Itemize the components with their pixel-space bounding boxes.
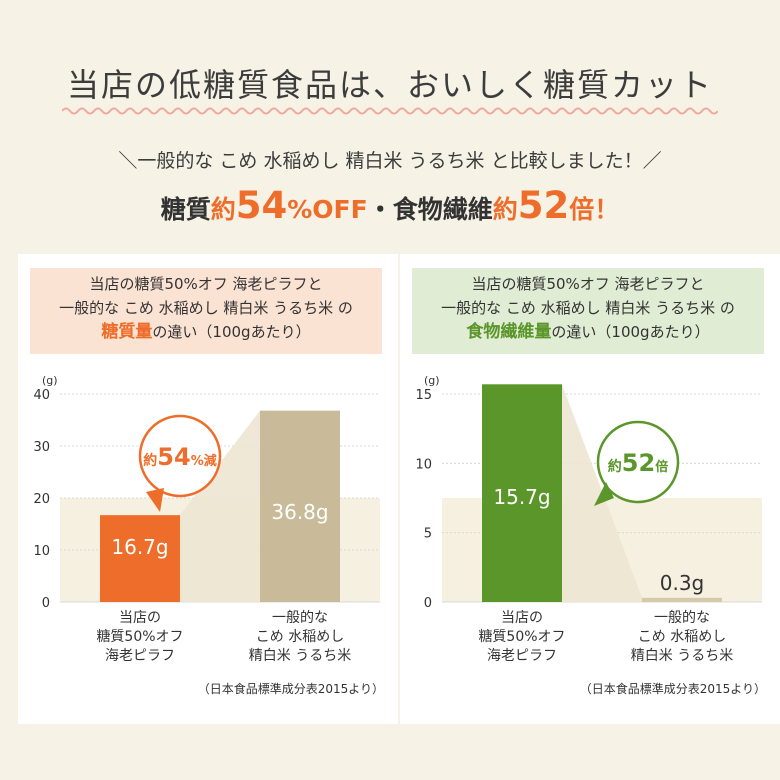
category-label: こめ 水稲めし	[256, 629, 344, 645]
y-tick-label: 0	[424, 596, 432, 611]
fiber-panel: 当店の糖質50%オフ 海老ピラフと 一般的な こめ 水稲めし 精白米 うるち米 …	[400, 254, 780, 724]
y-tick-label: 30	[33, 440, 50, 455]
category-label: 精白米 うるち米	[249, 648, 351, 664]
bar-0	[482, 384, 562, 602]
carb-header-line2: 一般的な こめ 水稲めし 精白米 うるち米 の	[59, 299, 353, 317]
category-label: 精白米 うるち米	[631, 648, 733, 664]
fiber-source: （日本食品標準成分表2015より）	[579, 682, 766, 696]
category-label: 一般的な	[272, 610, 328, 626]
badge-circle	[596, 420, 680, 504]
value-label-1: 36.8g	[271, 500, 328, 524]
y-tick-label: 10	[415, 457, 432, 472]
category-label: 糖質50%オフ	[96, 629, 183, 645]
fiber-header-rest: の違い（100gあたり）	[551, 323, 710, 341]
carb-header-emph: 糖質量	[101, 322, 153, 342]
y-unit-label: (g)	[424, 374, 440, 387]
category-label: 海老ピラフ	[105, 648, 175, 664]
carb-panel: 当店の糖質50%オフ 海老ピラフと 一般的な こめ 水稲めし 精白米 うるち米 …	[18, 254, 398, 724]
carb-source: （日本食品標準成分表2015より）	[197, 682, 384, 696]
y-tick-label: 20	[33, 492, 50, 507]
bar-1	[642, 597, 722, 602]
fiber-header-line1: 当店の糖質50%オフ 海老ピラフと	[471, 275, 705, 293]
badge: 約54%減	[138, 414, 222, 512]
category-label: 海老ピラフ	[487, 648, 557, 664]
badge: 約52倍	[594, 420, 680, 506]
badge-tail	[594, 482, 614, 506]
value-label-1: 0.3g	[660, 571, 705, 595]
y-tick-label: 10	[33, 544, 50, 559]
y-tick-label: 5	[424, 527, 432, 542]
headline: 糖質約54%OFF・食物繊維約52倍！	[0, 184, 780, 227]
y-tick-label: 40	[33, 388, 50, 403]
y-tick-label: 15	[415, 388, 432, 403]
fiber-panel-header: 当店の糖質50%オフ 海老ピラフと 一般的な こめ 水稲めし 精白米 うるち米 …	[412, 268, 764, 354]
carb-header-rest: の違い（100gあたり）	[152, 323, 311, 341]
subtitle: ＼一般的な こめ 水稲めし 精白米 うるち米 と比較しました！／	[118, 150, 662, 172]
category-label: こめ 水稲めし	[638, 629, 726, 645]
headline-approx-2: 約	[492, 195, 518, 224]
headline-carb: 糖質	[160, 195, 211, 224]
headline-approx-1: 約	[210, 195, 236, 224]
headline-54: 54	[235, 184, 288, 227]
badge-text: 約52倍	[608, 449, 668, 477]
carb-panel-header: 当店の糖質50%オフ 海老ピラフと 一般的な こめ 水稲めし 精白米 うるち米 …	[30, 268, 382, 354]
headline-52: 52	[517, 184, 570, 227]
value-label-0: 16.7g	[111, 535, 168, 559]
fiber-header-emph: 食物繊維量	[466, 322, 552, 342]
category-label: 糖質50%オフ	[478, 629, 565, 645]
badge-text: 約54%減	[143, 443, 216, 471]
category-label: 一般的な	[654, 610, 710, 626]
carb-header-line3: 糖質量の違い（100gあたり）	[30, 320, 382, 344]
headline-fiber: ・食物繊維	[367, 195, 493, 224]
value-label-0: 15.7g	[493, 485, 550, 509]
wavy-underline	[62, 107, 718, 115]
carb-header-line1: 当店の糖質50%オフ 海老ピラフと	[89, 275, 323, 293]
headline-times: 倍！	[569, 195, 620, 224]
category-label: 当店の	[501, 610, 543, 626]
y-tick-label: 0	[42, 596, 50, 611]
bar-0	[100, 515, 180, 602]
badge-tail	[146, 488, 164, 512]
main-title: 当店の低糖質食品は、おいしく糖質カット	[66, 66, 713, 104]
fiber-header-line2: 一般的な こめ 水稲めし 精白米 うるち米 の	[441, 299, 735, 317]
fiber-header-line3: 食物繊維量の違い（100gあたり）	[412, 320, 764, 344]
bar-1	[260, 410, 340, 602]
category-label: 当店の	[119, 610, 161, 626]
headline-off: %OFF	[287, 195, 368, 224]
y-unit-label: (g)	[42, 374, 58, 387]
connector-shade	[180, 410, 260, 602]
badge-circle	[138, 414, 222, 498]
